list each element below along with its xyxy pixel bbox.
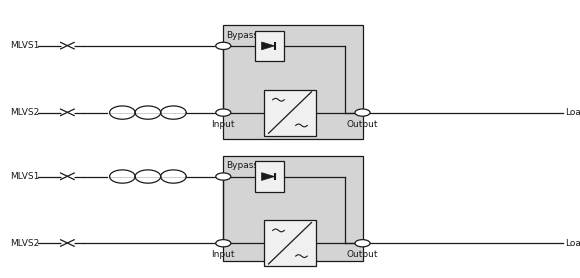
Circle shape [216,173,231,180]
Bar [264,220,316,266]
Text: Load: Load [566,239,580,248]
Bar [255,31,284,61]
Bar [223,156,362,261]
Text: MLVS1: MLVS1 [10,41,40,50]
Text: Output: Output [347,120,378,128]
Text: MLVS1: MLVS1 [10,172,40,181]
Text: Input: Input [212,120,235,128]
Circle shape [216,109,231,116]
Text: MLVS2: MLVS2 [10,239,39,248]
Bar [223,25,362,139]
Text: Bypass: Bypass [226,31,258,40]
Circle shape [216,42,231,49]
Circle shape [355,109,370,116]
Polygon shape [262,173,274,180]
Bar [264,90,316,136]
Text: Input: Input [212,250,235,259]
Circle shape [216,240,231,247]
Circle shape [355,240,370,247]
Text: Bypass: Bypass [226,162,258,170]
Text: Load: Load [566,108,580,117]
Polygon shape [262,42,274,50]
Bar [255,161,284,192]
Text: MLVS2: MLVS2 [10,108,39,117]
Text: Output: Output [347,250,378,259]
